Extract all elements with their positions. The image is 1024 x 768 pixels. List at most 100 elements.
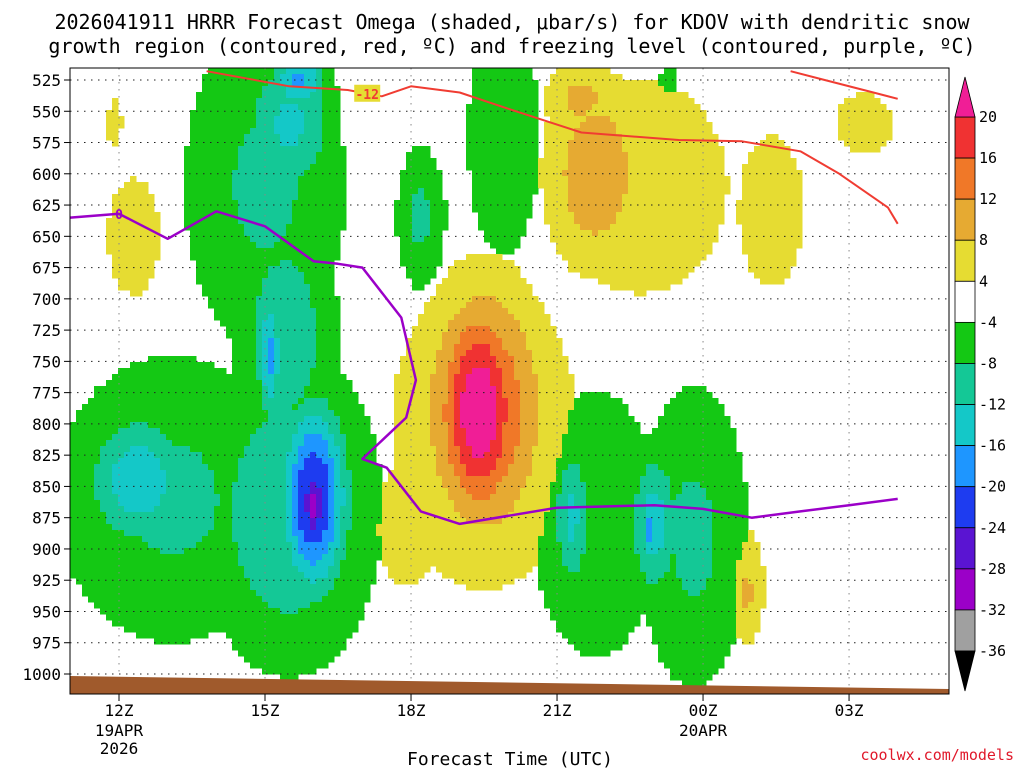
omega-cell [598, 98, 605, 105]
omega-cell [646, 236, 653, 243]
omega-cell [244, 242, 251, 249]
omega-cell [322, 230, 329, 237]
omega-cell [400, 392, 407, 399]
omega-cell [214, 428, 221, 435]
omega-cell [130, 374, 137, 381]
omega-cell [430, 344, 437, 351]
omega-cell [484, 398, 491, 405]
omega-cell [244, 320, 251, 327]
omega-cell [280, 152, 287, 159]
omega-cell [340, 380, 347, 387]
omega-cell [346, 446, 353, 453]
omega-cell [664, 188, 671, 195]
omega-cell [628, 278, 635, 285]
omega-cell [244, 458, 251, 465]
omega-cell [700, 242, 707, 249]
omega-cell [196, 464, 203, 471]
omega-cell [556, 434, 563, 441]
omega-cell [556, 74, 563, 81]
omega-cell [628, 218, 635, 225]
omega-cell [136, 242, 143, 249]
omega-cell [610, 158, 617, 165]
omega-cell [196, 182, 203, 189]
omega-cell [766, 134, 773, 141]
omega-cell [646, 152, 653, 159]
omega-cell [304, 290, 311, 297]
omega-cell [232, 200, 239, 207]
omega-cell [514, 236, 521, 243]
omega-cell [112, 434, 119, 441]
omega-cell [136, 446, 143, 453]
omega-cell [532, 404, 539, 411]
omega-cell [124, 446, 131, 453]
omega-cell [694, 206, 701, 213]
omega-cell [574, 176, 581, 183]
omega-cell [406, 356, 413, 363]
omega-cell [400, 428, 407, 435]
omega-cell [346, 410, 353, 417]
omega-cell [478, 338, 485, 345]
omega-cell [586, 68, 593, 75]
omega-cell [262, 236, 269, 243]
omega-cell [466, 440, 473, 447]
omega-cell [484, 164, 491, 171]
omega-cell [406, 458, 413, 465]
omega-cell [292, 398, 299, 405]
omega-cell [232, 440, 239, 447]
omega-cell [424, 176, 431, 183]
omega-cell [550, 170, 557, 177]
omega-cell [700, 452, 707, 459]
omega-cell [514, 74, 521, 81]
omega-cell [568, 86, 575, 93]
omega-cell [460, 428, 467, 435]
omega-cell [460, 392, 467, 399]
omega-cell [406, 362, 413, 369]
omega-cell [514, 212, 521, 219]
omega-cell [556, 398, 563, 405]
omega-cell [664, 272, 671, 279]
omega-cell [286, 182, 293, 189]
omega-cell [676, 182, 683, 189]
omega-cell [622, 230, 629, 237]
omega-cell [628, 140, 635, 147]
omega-cell [250, 218, 257, 225]
omega-cell [586, 248, 593, 255]
omega-cell [748, 164, 755, 171]
omega-cell [160, 398, 167, 405]
omega-cell [496, 302, 503, 309]
omega-cell [520, 374, 527, 381]
omega-cell [148, 368, 155, 375]
omega-cell [340, 440, 347, 447]
omega-cell [256, 356, 263, 363]
omega-cell [160, 410, 167, 417]
omega-cell [208, 242, 215, 249]
omega-cell [724, 452, 731, 459]
omega-cell [202, 260, 209, 267]
omega-cell [298, 206, 305, 213]
omega-cell [622, 134, 629, 141]
omega-cell [508, 434, 515, 441]
omega-cell [334, 404, 341, 411]
omega-cell [742, 164, 749, 171]
omega-cell [484, 296, 491, 303]
omega-cell [748, 248, 755, 255]
omega-cell [202, 128, 209, 135]
omega-cell [712, 176, 719, 183]
omega-cell [244, 332, 251, 339]
omega-cell [328, 398, 335, 405]
omega-cell [136, 404, 143, 411]
omega-cell [100, 434, 107, 441]
omega-cell [484, 230, 491, 237]
omega-cell [508, 362, 515, 369]
omega-cell [760, 170, 767, 177]
omega-cell [508, 278, 515, 285]
omega-cell [172, 368, 179, 375]
omega-cell [544, 392, 551, 399]
omega-cell [730, 428, 737, 435]
omega-cell [334, 212, 341, 219]
omega-cell [220, 182, 227, 189]
omega-cell [346, 458, 353, 465]
omega-cell [436, 290, 443, 297]
omega-cell [502, 86, 509, 93]
omega-cell [112, 428, 119, 435]
